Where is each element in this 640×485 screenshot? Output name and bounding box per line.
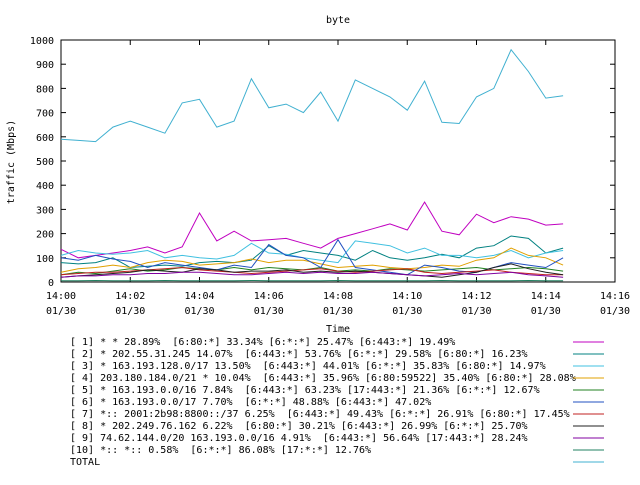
legend: [ 1] * * 28.89% [6:80:*] 33.34% [6:*:*] … xyxy=(70,337,604,468)
y-axis: 0 100 200 300 400 500 600 700 800 900 1000 xyxy=(30,36,615,289)
chart-title: byte xyxy=(326,15,350,26)
x-axis-label: Time xyxy=(326,324,350,335)
x-tick-label-date: 01/30 xyxy=(600,306,630,317)
x-tick-label-date: 01/30 xyxy=(254,306,284,317)
series-line-11 xyxy=(61,50,563,142)
y-tick-label: 0 xyxy=(48,278,54,289)
legend-label: [ 6] * 163.193.0.0/17 7.70% [6:*:*] 48.8… xyxy=(70,397,431,408)
legend-label: [ 7] *:: 2001:2b98:8800::/37 6.25% [6:44… xyxy=(70,409,570,420)
y-tick-label: 300 xyxy=(36,205,54,216)
series-line-9 xyxy=(61,272,563,277)
x-tick-label-date: 01/30 xyxy=(46,306,76,317)
legend-label: [ 3] * 163.193.128.0/17 13.50% [6:443:*]… xyxy=(70,361,546,372)
plot-series xyxy=(61,50,563,281)
legend-label: [ 4] 203.180.184.0/21 * 10.04% [6:443:*]… xyxy=(70,373,576,384)
y-tick-label: 400 xyxy=(36,181,54,192)
series-line-1 xyxy=(61,202,563,258)
y-tick-label: 900 xyxy=(36,60,54,71)
x-tick-label-time: 14:06 xyxy=(254,291,284,302)
x-tick-label-time: 14:04 xyxy=(184,291,214,302)
y-tick-label: 500 xyxy=(36,157,54,168)
y-tick-label: 600 xyxy=(36,133,54,144)
legend-label: [10] *:: *:: 0.58% [6:*:*] 86.08% [17:*:… xyxy=(70,445,371,456)
x-tick-label-date: 01/30 xyxy=(461,306,491,317)
y-tick-label: 1000 xyxy=(30,36,54,47)
legend-label: [ 5] * 163.193.0.0/16 7.84% [6:443:*] 63… xyxy=(70,385,540,396)
x-tick-label-time: 14:12 xyxy=(461,291,491,302)
x-tick-label-date: 01/30 xyxy=(184,306,214,317)
y-tick-label: 700 xyxy=(36,109,54,120)
x-tick-label-date: 01/30 xyxy=(392,306,422,317)
x-tick-label-time: 14:02 xyxy=(115,291,145,302)
x-tick-label-time: 14:16 xyxy=(600,291,630,302)
x-tick-label-time: 14:00 xyxy=(46,291,76,302)
y-tick-label: 200 xyxy=(36,230,54,241)
y-axis-label: traffic (Mbps) xyxy=(6,120,17,204)
legend-label: [ 9] 74.62.144.0/20 163.193.0.0/16 4.91%… xyxy=(70,433,528,444)
y-tick-label: 800 xyxy=(36,84,54,95)
legend-label: [ 2] * 202.55.31.245 14.07% [6:443:*] 53… xyxy=(70,349,528,360)
x-tick-label-time: 14:08 xyxy=(323,291,353,302)
y-tick-label: 100 xyxy=(36,254,54,265)
x-tick-label-date: 01/30 xyxy=(115,306,145,317)
legend-label: [ 8] * 202.249.76.162 6.22% [6:80:*] 30.… xyxy=(70,421,528,432)
x-tick-label-date: 01/30 xyxy=(531,306,561,317)
legend-label: [ 1] * * 28.89% [6:80:*] 33.34% [6:*:*] … xyxy=(70,337,455,348)
x-tick-label-time: 14:14 xyxy=(531,291,561,302)
x-tick-label-date: 01/30 xyxy=(323,306,353,317)
x-tick-label-time: 14:10 xyxy=(392,291,422,302)
legend-label: TOTAL xyxy=(70,457,100,468)
